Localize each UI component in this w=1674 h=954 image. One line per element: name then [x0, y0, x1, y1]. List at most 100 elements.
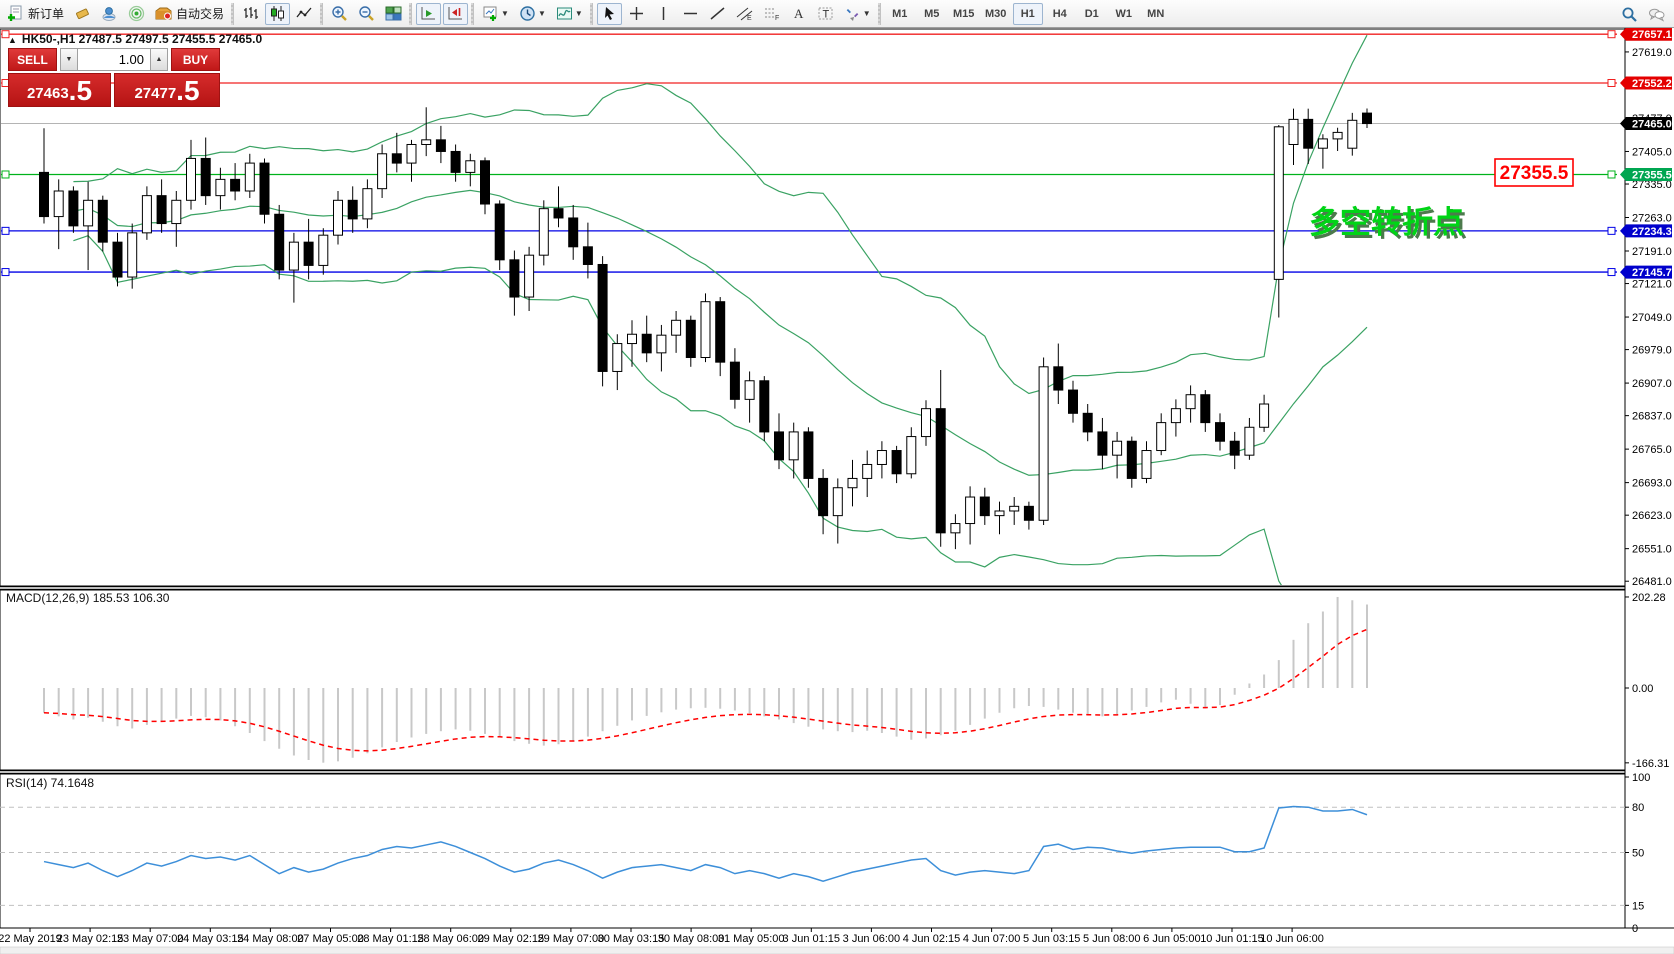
tf-d1-button[interactable]: D1	[1084, 7, 1099, 20]
zoom-out-button[interactable]	[354, 3, 379, 25]
line-chart-button[interactable]	[292, 3, 317, 25]
date-tick-label: 24 May 03:15	[177, 933, 244, 945]
date-tick-label: 30 May 03:15	[598, 933, 665, 945]
tf-m30-button[interactable]: M30	[985, 7, 1007, 20]
svg-text:E: E	[747, 15, 752, 22]
arrows-button[interactable]: ▼	[840, 3, 875, 25]
new-chart-button[interactable]: ▼	[478, 3, 513, 25]
tile-windows-button[interactable]	[381, 3, 406, 25]
hline-handle[interactable]	[1607, 30, 1616, 39]
macd-histogram-bar	[43, 688, 45, 713]
buy-price-box[interactable]: 27477.5	[114, 73, 220, 107]
candlestick-chart-button[interactable]	[265, 2, 291, 25]
hline-handle[interactable]	[1, 30, 10, 39]
tf-h4-button[interactable]: H4	[1052, 7, 1067, 20]
text-button[interactable]: A	[786, 3, 811, 25]
community-button[interactable]	[97, 3, 122, 25]
macd-histogram-bar	[1027, 688, 1030, 706]
tf-m1-button[interactable]: M1	[892, 7, 908, 20]
bar-chart-button[interactable]	[238, 3, 263, 25]
volume-decrease-button[interactable]: ▼	[60, 48, 78, 71]
price-tag	[1620, 117, 1672, 131]
periods-button[interactable]: ▼	[515, 3, 550, 25]
panel-collapse-icon[interactable]: ▲	[8, 35, 17, 45]
hline-handle[interactable]	[1607, 268, 1616, 277]
crosshair-button[interactable]	[624, 3, 649, 25]
chart-canvas[interactable]: 多空转折点多空转折点27355.527619.027547.027477.027…	[0, 28, 1674, 954]
macd-histogram-bar	[998, 688, 1001, 713]
vertical-line-button[interactable]	[651, 3, 676, 25]
candle-body	[141, 195, 152, 234]
hline-handle[interactable]	[1, 268, 10, 277]
hline-handle[interactable]	[1607, 170, 1616, 179]
macd-signal-line	[43, 628, 1368, 752]
macd-histogram-bar	[234, 688, 237, 727]
candle-body	[215, 178, 226, 197]
search-icon	[1621, 6, 1638, 23]
text-label-button[interactable]: T	[813, 3, 838, 25]
candle-body	[1097, 431, 1108, 456]
tf-w1-button[interactable]: W1	[1115, 7, 1132, 20]
horizontal-line-button[interactable]	[678, 3, 703, 25]
auto-scroll-button[interactable]	[416, 2, 442, 25]
tf-h1-button[interactable]: H1	[1012, 2, 1043, 25]
autotrading-button[interactable]: 自动交易	[151, 3, 228, 25]
macd-histogram-bar	[439, 688, 442, 732]
candle-body	[538, 208, 549, 256]
buy-button[interactable]: BUY	[171, 48, 220, 71]
sell-button[interactable]: SELL	[8, 48, 57, 71]
date-tick-label: 22 May 2019	[0, 933, 62, 945]
volume-increase-button[interactable]: ▲	[150, 48, 168, 71]
tf-m15-button[interactable]: M15	[953, 7, 975, 20]
macd-histogram-bar	[910, 688, 913, 740]
macd-histogram-bar	[807, 688, 810, 727]
sell-price-box[interactable]: 27463.5	[8, 73, 111, 107]
candle-body	[1273, 126, 1284, 280]
macd-histogram-bar	[733, 688, 736, 711]
chart-shift-button[interactable]	[443, 2, 469, 25]
tf-m5-button[interactable]: M5	[924, 7, 940, 20]
arrows-icon	[844, 5, 861, 22]
candle-body	[421, 139, 432, 145]
tf-mn-button[interactable]: MN	[1147, 7, 1165, 20]
cursor-button[interactable]	[596, 2, 622, 25]
fibonacci-button[interactable]: F	[759, 3, 784, 25]
candle-body	[700, 301, 711, 359]
hline-handle[interactable]	[1607, 79, 1616, 87]
macd-histogram-bar	[748, 688, 751, 714]
hline-handle[interactable]	[1, 226, 10, 235]
macd-histogram-bar	[1277, 660, 1280, 688]
macd-histogram-bar	[1219, 688, 1221, 706]
chart-shift-icon	[447, 5, 464, 22]
macd-histogram-bar	[528, 688, 531, 744]
delete-objects-button[interactable]	[70, 3, 95, 25]
channel-icon: E	[736, 5, 753, 22]
annotation-text[interactable]: 多空转折点	[1309, 205, 1464, 240]
zoom-in-button[interactable]	[327, 3, 352, 25]
indicators-button[interactable]: ▼	[552, 3, 587, 25]
candle-body	[906, 436, 917, 475]
price-tick: 26481.0	[1632, 576, 1672, 588]
date-tick-label: 5 Jun 03:15	[1023, 933, 1081, 945]
price-callout-box[interactable]	[1494, 158, 1574, 187]
date-tick-label: 3 Jun 06:00	[843, 933, 901, 945]
volume-input[interactable]	[78, 48, 150, 71]
macd-histogram-bar	[1101, 688, 1104, 717]
candle-body	[83, 199, 94, 227]
candle-body	[950, 523, 961, 534]
search-button[interactable]	[1617, 3, 1642, 25]
chat-button[interactable]	[1644, 3, 1669, 25]
hline-handle[interactable]	[1607, 226, 1616, 235]
equidistant-channel-button[interactable]: E	[732, 3, 757, 25]
trendline-button[interactable]	[705, 3, 730, 25]
new-order-button[interactable]: 新订单	[3, 3, 68, 25]
candle-body	[524, 254, 535, 298]
macd-histogram-bar	[175, 688, 178, 719]
candle-body	[671, 319, 682, 336]
signals-button[interactable]	[124, 3, 149, 25]
svg-text:A: A	[794, 6, 804, 21]
macd-histogram-bar	[1057, 688, 1060, 710]
hline-handle[interactable]	[1, 170, 10, 179]
horizontal-line-icon	[682, 5, 699, 22]
